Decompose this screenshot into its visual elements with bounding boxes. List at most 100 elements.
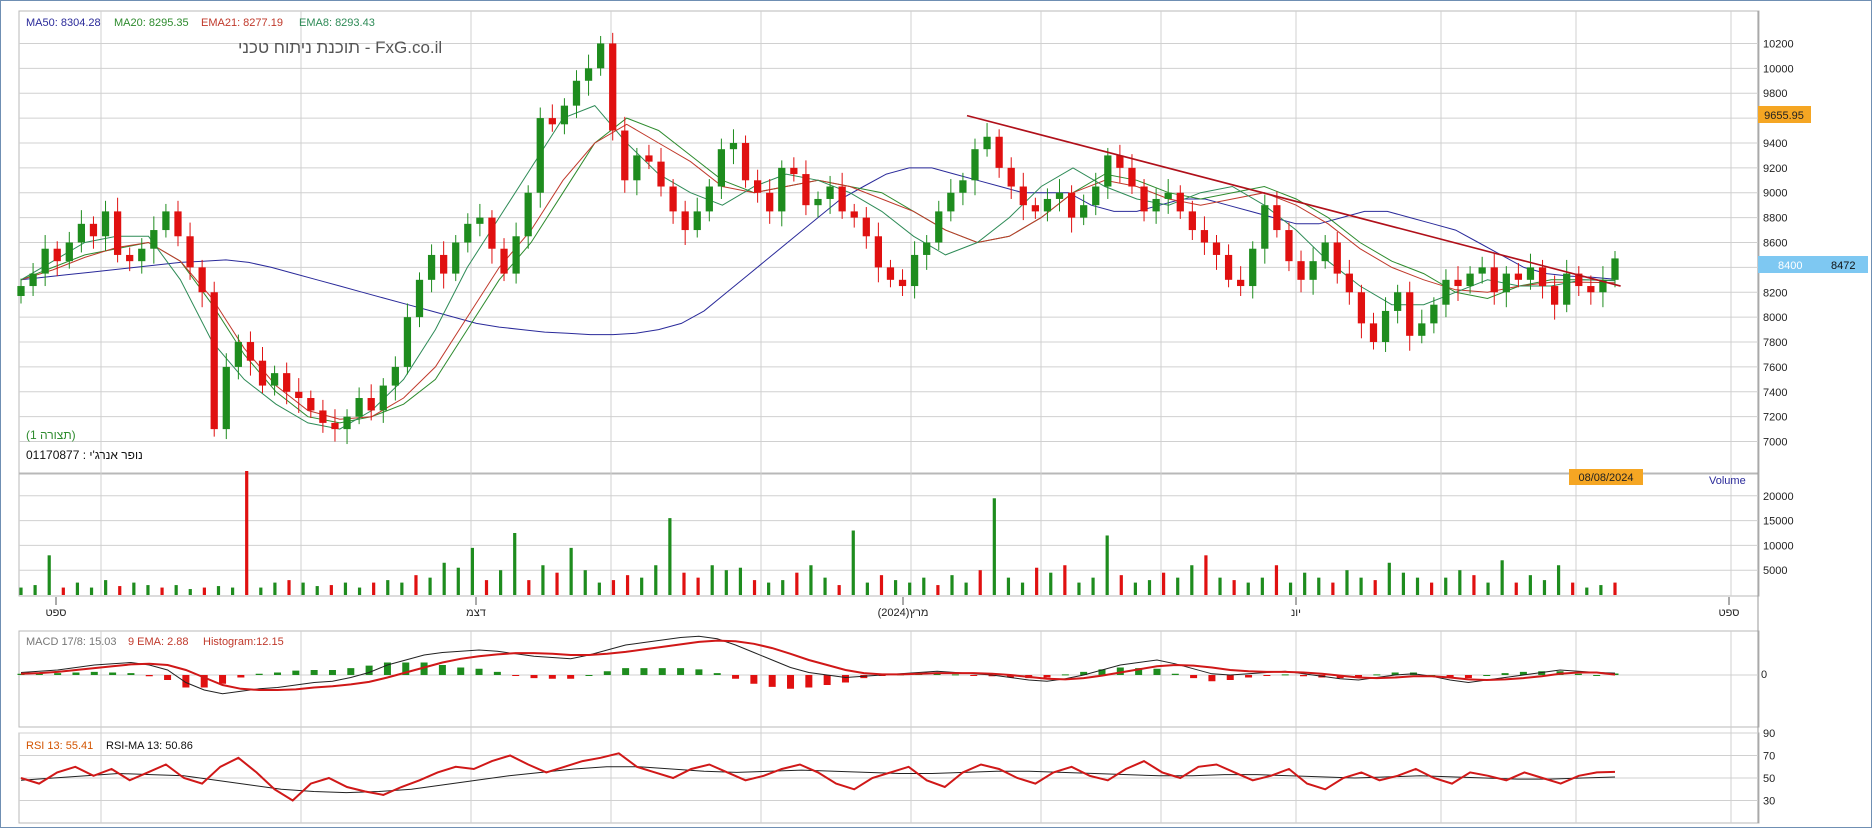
volume-bar	[287, 580, 291, 595]
view-label[interactable]: (תצורה 1)	[26, 428, 76, 442]
rsi-tick-label: 30	[1763, 796, 1775, 808]
macd-histogram-bar	[54, 673, 62, 675]
macd-ema-legend: 9 EMA: 2.88	[128, 636, 189, 648]
volume-tick-label: 20000	[1763, 491, 1794, 503]
macd-histogram-bar	[1208, 675, 1216, 682]
candle-body	[1587, 286, 1595, 293]
macd-histogram-bar	[1006, 675, 1014, 678]
macd-histogram-bar	[109, 672, 117, 675]
volume-bar	[597, 582, 601, 595]
candle-body	[790, 167, 798, 175]
volume-bar	[1556, 565, 1561, 595]
macd-line	[20, 635, 1616, 695]
macd-histogram-bar	[732, 675, 740, 679]
macd-histogram-bar	[988, 675, 996, 677]
price-tick-label: 10000	[1763, 63, 1794, 75]
trendline[interactable]	[966, 114, 1621, 287]
volume-bar	[273, 582, 277, 595]
candle-body	[1237, 279, 1245, 287]
macd-histogram-bar	[622, 668, 630, 675]
candle-body	[947, 192, 955, 212]
macd-histogram-bar	[713, 673, 721, 675]
candle-body	[270, 373, 279, 386]
macd-histogram-bar	[420, 662, 428, 675]
candle-body	[1297, 261, 1305, 280]
volume-bar	[414, 575, 418, 595]
volume-bar	[1006, 577, 1011, 595]
macd-histogram-bar	[1373, 674, 1381, 676]
volume-bar	[400, 582, 404, 595]
volume-bar	[1613, 582, 1617, 595]
macd-histogram-bar	[841, 675, 849, 683]
candle-body	[935, 211, 943, 243]
volume-bar	[950, 575, 954, 595]
volume-axis: 5000 10000 15000 20000	[1763, 491, 1794, 577]
macd-signal-line	[20, 639, 1616, 691]
candle-body	[1224, 254, 1233, 280]
macd-histogram-bar	[1245, 675, 1253, 678]
ma20-legend: MA20: 8295.35	[114, 17, 189, 29]
volume-bar	[978, 570, 982, 595]
macd-histogram-bar	[823, 675, 831, 685]
price-badge: 9655.95	[1764, 110, 1804, 122]
candle-body	[222, 366, 230, 430]
candle-body	[681, 211, 689, 231]
macd-histogram-bar	[457, 667, 465, 675]
volume-bar	[470, 547, 474, 595]
macd-legend: MACD 17/8: 15.03	[26, 636, 117, 648]
volume-bar	[1063, 565, 1067, 595]
macd-histogram-bar	[255, 673, 263, 675]
candle-body	[1406, 292, 1414, 336]
price-tick-label: 7800	[1763, 337, 1787, 349]
volume-bar	[1246, 582, 1250, 595]
macd-panel	[18, 630, 1760, 728]
trendline-segment[interactable]	[966, 114, 1621, 287]
macd-histogram-bar	[328, 670, 336, 675]
macd-histogram-bar	[1171, 673, 1179, 675]
macd-histogram-bar	[1226, 675, 1234, 680]
volume-bar	[33, 585, 37, 595]
candle-body	[814, 198, 822, 206]
macd-histogram-bar	[1135, 668, 1143, 675]
candlestick-series	[17, 32, 1619, 445]
volume-bar	[104, 580, 108, 595]
macd-histogram-bar	[219, 675, 227, 684]
candle-body	[621, 130, 629, 181]
volume-bar	[738, 567, 743, 595]
candle-body	[101, 211, 110, 237]
volume-bar	[752, 580, 757, 595]
candle-body	[65, 242, 73, 262]
candle-body	[210, 292, 218, 430]
volume-bar	[1162, 572, 1166, 595]
candle-body	[645, 155, 653, 162]
candle-body	[307, 398, 315, 411]
volume-bar	[315, 586, 319, 595]
volume-bar	[132, 582, 136, 595]
volume-bar	[668, 518, 672, 595]
volume-bar	[964, 582, 968, 595]
price-tick-label: 8000	[1763, 312, 1787, 324]
candle-body	[246, 342, 255, 361]
candle-body	[150, 230, 158, 249]
volume-bar	[174, 585, 178, 595]
candle-body	[1466, 273, 1474, 287]
volume-tick-label: 10000	[1763, 540, 1794, 552]
macd-histogram-bar	[145, 675, 153, 677]
candle-body	[693, 211, 701, 231]
macd-histogram-bar	[530, 675, 538, 679]
macd-series	[17, 635, 1619, 695]
candle-body	[126, 254, 134, 262]
macd-histogram-bar	[310, 670, 318, 675]
candle-body	[403, 317, 412, 367]
candle-body	[862, 217, 870, 237]
volume-bar	[499, 570, 503, 595]
volume-bar	[1274, 565, 1279, 595]
candle-body	[1043, 198, 1052, 212]
candle-body	[512, 236, 520, 274]
candle-body	[1055, 192, 1064, 199]
volume-bar	[654, 565, 658, 595]
candle-body	[186, 236, 194, 268]
candle-body	[1563, 273, 1571, 305]
volume-bar	[724, 570, 728, 595]
